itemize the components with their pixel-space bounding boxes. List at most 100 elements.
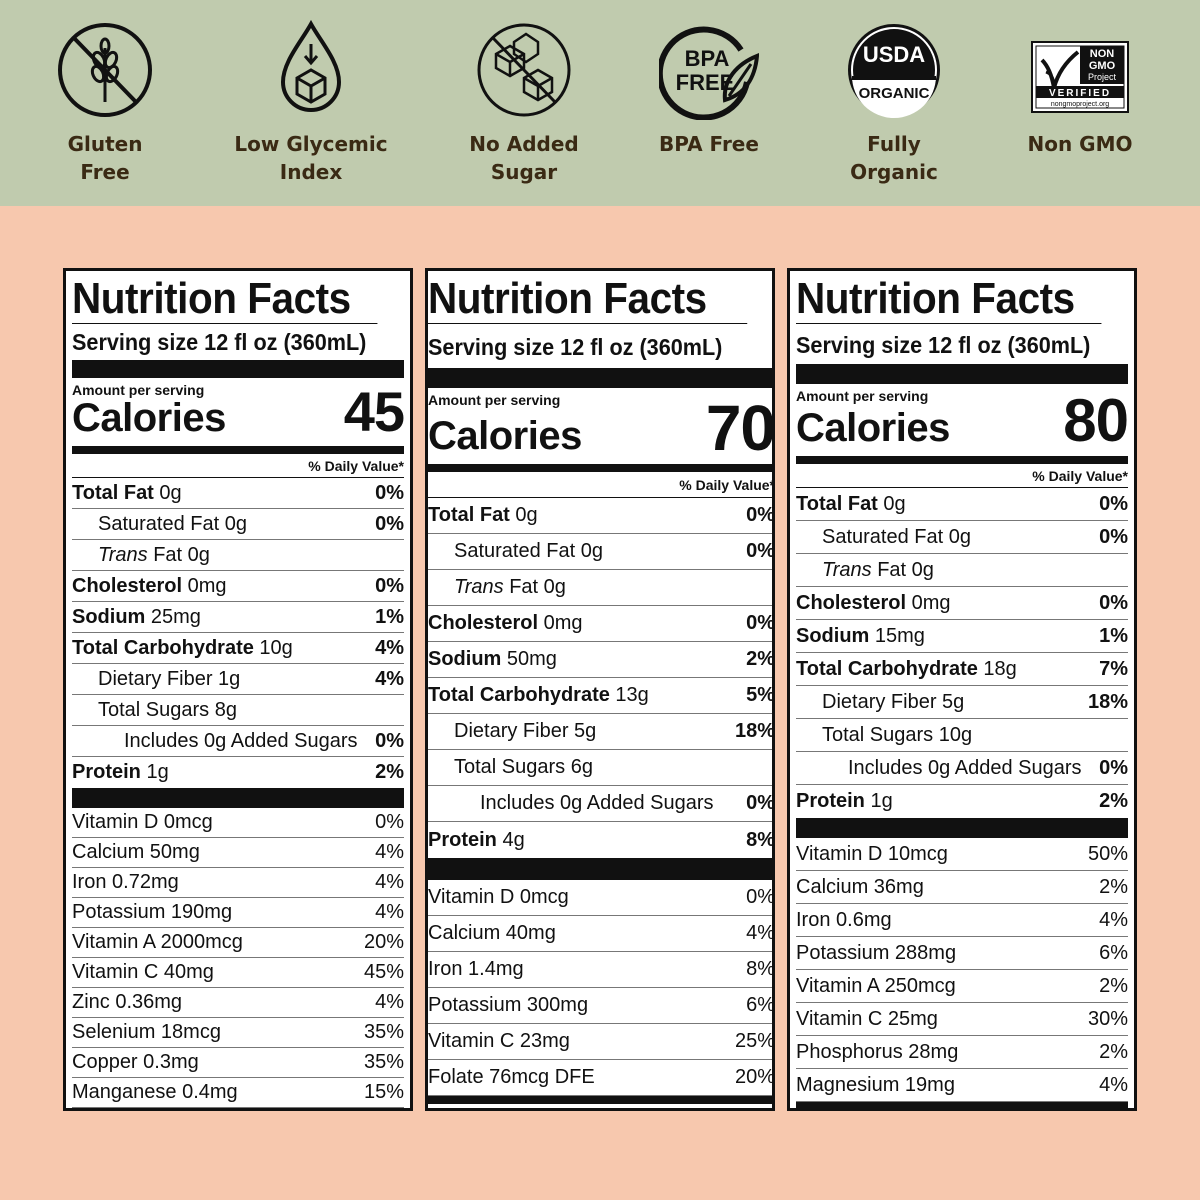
badge-fully-organic: USDA ORGANIC Fully Organic xyxy=(804,20,984,186)
calories-row: Calories 80 xyxy=(796,391,1129,451)
calories-value: 80 xyxy=(1063,387,1129,454)
nutrient-row: Cholesterol 0mg 0% xyxy=(72,571,404,602)
vitamin-daily-value: 45% xyxy=(363,961,404,983)
nutrient-bold-label: Total Carbohydrate xyxy=(796,657,978,680)
nutrient-amount: Dietary Fiber 5g xyxy=(454,720,597,742)
nutrient-daily-value: 4% xyxy=(375,636,404,659)
vitamin-daily-value: 25% xyxy=(734,1030,775,1052)
usda-icon-text: USDA xyxy=(863,42,925,67)
vitamin-name: Zinc 0.36mg xyxy=(72,991,183,1013)
nutrient-bold-label: Sodium xyxy=(796,624,870,647)
nutrient-italic-label: Trans xyxy=(822,558,872,581)
low-glycemic-index-icon xyxy=(261,20,361,120)
vitamin-row: Manganese 0.4mg 15% xyxy=(72,1078,404,1108)
nutrient-amount: 0mg xyxy=(906,591,951,614)
nutrient-row: Saturated Fat 0g 0% xyxy=(72,509,404,540)
nutrient-name: Includes 0g Added Sugars xyxy=(428,792,714,815)
nutrient-amount: 25mg xyxy=(145,605,201,628)
nutrient-amount: 10g xyxy=(253,636,293,659)
amount-per-serving: Amount per serving xyxy=(72,382,205,398)
nutrient-row: Trans Fat 0g xyxy=(428,570,772,606)
nutrient-row: Includes 0g Added Sugars 0% xyxy=(428,786,772,822)
nutrient-bold-label: Cholesterol xyxy=(428,612,539,634)
thick-divider xyxy=(72,788,404,808)
badge-label-line1: Non GMO xyxy=(1027,132,1133,156)
thick-divider xyxy=(796,364,1128,384)
nutrient-daily-value: 0% xyxy=(1099,591,1128,614)
vitamin-daily-value: 50% xyxy=(1087,842,1128,865)
nutrient-daily-value: 18% xyxy=(734,720,775,742)
nutrient-amount: Total Sugars 6g xyxy=(454,756,593,778)
badge-bpa-free: BPA FREE BPA Free xyxy=(619,20,799,158)
nutrient-amount: Includes 0g Added Sugars xyxy=(124,729,358,752)
vitamin-row: Vitamin C 25mg 30% xyxy=(796,1003,1128,1036)
nutrient-name: Saturated Fat 0g xyxy=(796,526,971,549)
nutrient-row: Total Fat 0g 0% xyxy=(428,498,772,534)
badge-label-line1: Low Glycemic xyxy=(234,132,388,156)
vitamin-row: Phosphorus 28mg 2% xyxy=(796,1036,1128,1069)
nutrient-row: Total Carbohydrate 18g 7% xyxy=(796,653,1128,686)
nutrient-daily-value: 7% xyxy=(1099,657,1128,680)
non-gmo-project-icon: NON GMO Project VERIFIED nongmoproject.o… xyxy=(1030,20,1130,120)
nutrient-daily-value: 0% xyxy=(1099,756,1128,779)
nutrient-daily-value: 2% xyxy=(746,648,775,670)
vitamin-name: Manganese 0.4mg xyxy=(72,1081,238,1103)
vitamin-row: Iron 0.72mg 4% xyxy=(72,868,404,898)
vitamin-name: Phosphorus 28mg xyxy=(796,1040,959,1063)
serving-size: Serving size 12 fl oz (360mL) xyxy=(428,334,723,360)
vitamin-daily-value: 4% xyxy=(375,991,404,1013)
gluten-free-icon xyxy=(55,20,155,120)
nutrient-bold-label: Protein xyxy=(796,790,865,812)
nutrient-name: Cholesterol 0mg xyxy=(796,592,951,615)
nutrient-amount: 1g xyxy=(864,790,893,812)
nutrient-bold-label: Protein xyxy=(428,828,497,851)
nutrient-name: Protein 1g xyxy=(796,790,893,813)
badge-no-added-sugar: No Added Sugar xyxy=(434,20,614,186)
nutrient-name: Total Carbohydrate 13g xyxy=(428,684,649,707)
nutrient-name: Includes 0g Added Sugars xyxy=(796,757,1082,780)
medium-divider xyxy=(796,456,1128,464)
vitamin-list: Vitamin D 0mcg 0% Calcium 50mg 4% Iron 0.72m… xyxy=(72,808,404,1108)
nutrient-amount: 50mg xyxy=(501,648,557,670)
vitamin-daily-value: 6% xyxy=(1099,941,1128,964)
nutrient-daily-value: 8% xyxy=(746,828,775,851)
nutrient-name: Saturated Fat 0g xyxy=(72,513,247,536)
vitamin-row: Zinc 0.36mg 4% xyxy=(72,988,404,1018)
vitamin-name: Magnesium 19mg xyxy=(796,1073,955,1096)
verified-icon-text: VERIFIED xyxy=(1049,88,1111,99)
nutrient-row: Sodium 25mg 1% xyxy=(72,602,404,633)
serving-size: Serving size 12 fl oz (360mL) xyxy=(72,329,367,355)
nutrient-list: Total Fat 0g 0% Saturated Fat 0g 0% Trans Fa… xyxy=(796,488,1128,818)
bpa-icon-text: BPA xyxy=(685,46,730,71)
vitamin-row: Vitamin A 2000mcg 20% xyxy=(72,928,404,958)
nutrient-amount: 1g xyxy=(140,761,169,783)
vitamin-name: Calcium 50mg xyxy=(72,841,200,863)
nutrient-daily-value: 1% xyxy=(375,605,404,628)
nutrient-name: Dietary Fiber 1g xyxy=(72,668,240,691)
usda-organic-icon: USDA ORGANIC xyxy=(844,20,944,120)
vitamin-name: Potassium 190mg xyxy=(72,901,233,923)
daily-value-header: % Daily Value* xyxy=(428,472,772,498)
nutrient-row: Total Fat 0g 0% xyxy=(796,488,1128,521)
nutrient-row: Trans Fat 0g xyxy=(72,540,404,571)
nongmoproject-url-text: nongmoproject.org xyxy=(1051,101,1109,108)
vitamin-name: Vitamin A 250mcg xyxy=(796,974,956,997)
nutrient-list: Total Fat 0g 0% Saturated Fat 0g 0% Trans Fa… xyxy=(72,478,404,788)
nutrient-row: Sodium 50mg 2% xyxy=(428,642,775,678)
nutrient-row: Total Carbohydrate 10g 4% xyxy=(72,633,404,664)
nutrient-row: Saturated Fat 0g 0% xyxy=(796,521,1128,554)
nutrient-amount: Total Sugars 8g xyxy=(98,698,237,721)
vitamin-name: Calcium 36mg xyxy=(796,875,924,898)
vitamin-daily-value: 4% xyxy=(1099,1073,1128,1096)
nutrient-daily-value: 18% xyxy=(1087,690,1128,713)
nutrient-name: Sodium 50mg xyxy=(428,648,557,671)
vitamin-daily-value: 4% xyxy=(1099,908,1128,931)
calories-value: 45 xyxy=(343,380,405,443)
vitamin-row: Calcium 50mg 4% xyxy=(72,838,404,868)
nutrient-bold-label: Total Fat xyxy=(428,504,510,526)
bpa-free-icon: BPA FREE xyxy=(659,20,759,120)
nutrient-italic-label: Trans xyxy=(454,576,504,598)
nutrient-amount: 13g xyxy=(609,684,649,706)
medium-divider xyxy=(428,464,772,472)
vitamin-daily-value: 4% xyxy=(746,922,775,944)
